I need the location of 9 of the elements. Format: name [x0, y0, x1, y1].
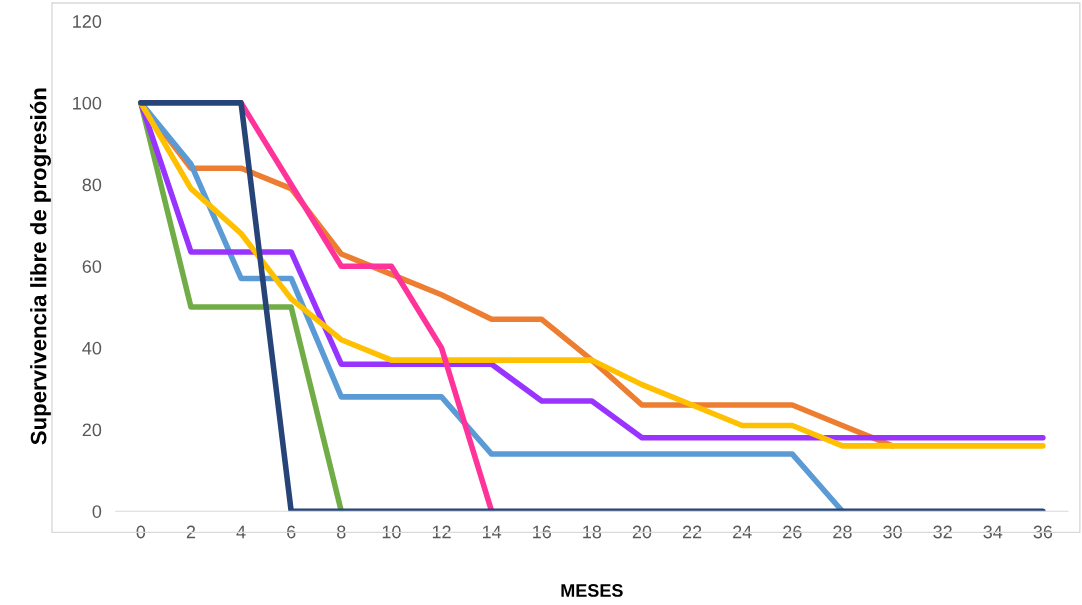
- y-axis-title: Supervivencia libre de progresión: [29, 88, 51, 445]
- y-tick-label: 40: [82, 341, 102, 355]
- y-tick-label: 120: [73, 15, 102, 28]
- y-tick-label: 100: [73, 96, 102, 110]
- y-tick-label: 60: [82, 260, 102, 273]
- y-tick-label: 0: [92, 505, 102, 518]
- y-tick-label: 80: [82, 178, 102, 192]
- x-axis-title: MESES: [561, 584, 623, 597]
- y-tick-label: 20: [82, 423, 102, 437]
